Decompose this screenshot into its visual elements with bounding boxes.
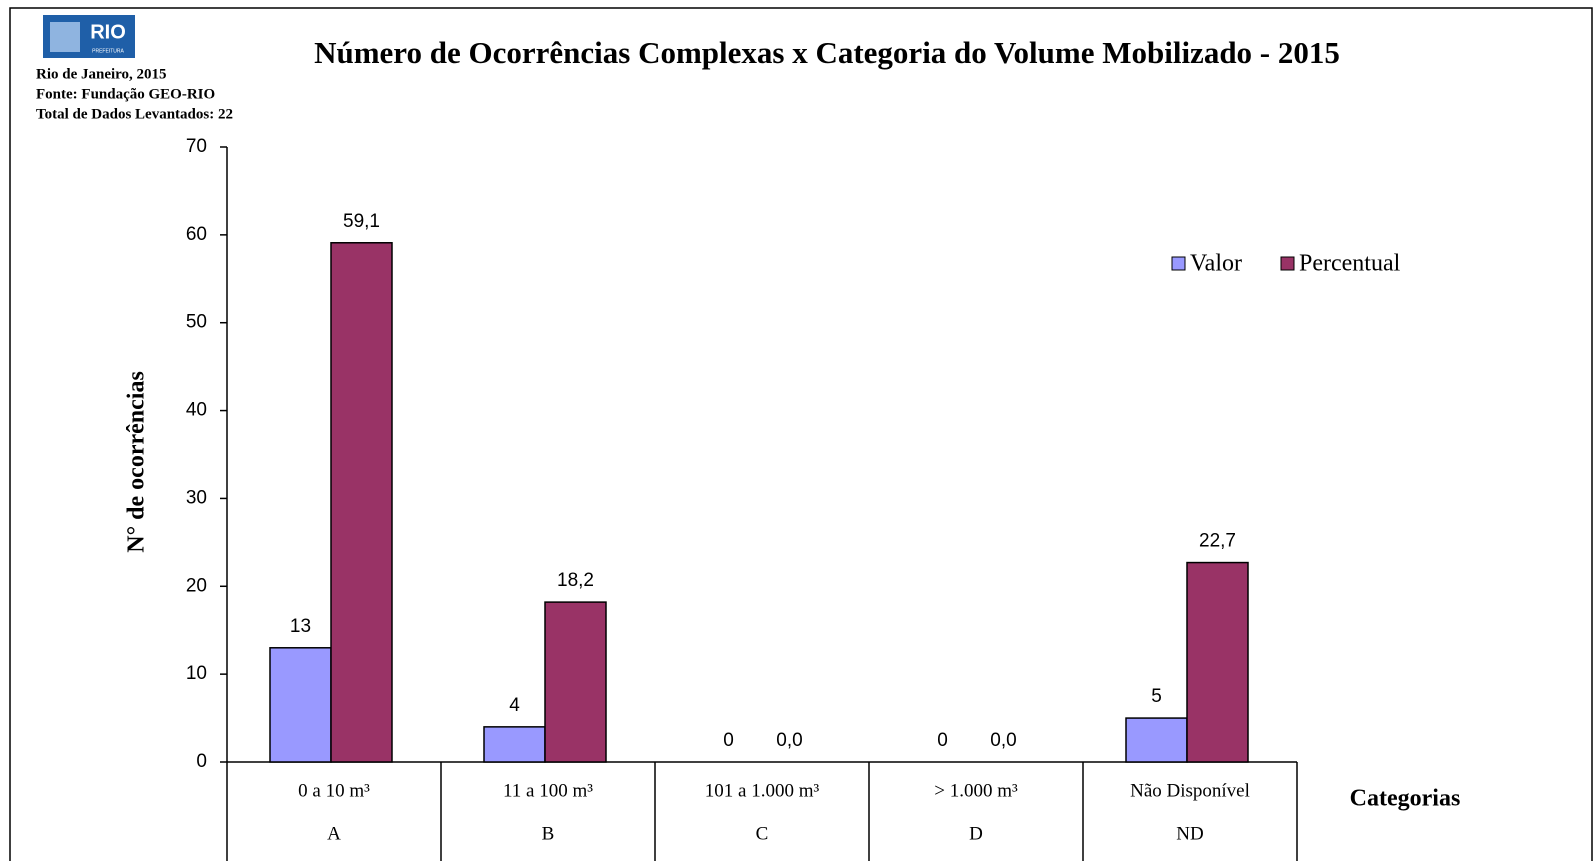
y-tick-label: 70 (186, 136, 207, 157)
bar (483, 726, 546, 763)
bar (330, 242, 393, 763)
category-code: D (969, 823, 983, 844)
data-label: 0 (723, 730, 734, 751)
category-code: A (327, 823, 341, 844)
logo-subtext: PREFEITURA (92, 48, 124, 54)
subtitle: Rio de Janeiro, 2015 (36, 66, 167, 82)
data-label: 4 (509, 695, 520, 716)
chart-title: Número de Ocorrências Complexas x Catego… (314, 35, 1340, 70)
data-label: 22,7 (1199, 531, 1236, 552)
x-axis-label: Categorias (1350, 786, 1461, 812)
logo-icon (50, 22, 80, 52)
y-tick-label: 20 (186, 575, 207, 596)
legend-swatch (1280, 256, 1295, 271)
x-tick-label: 0 a 10 m³ (298, 780, 370, 801)
y-tick-label: 50 (186, 312, 207, 333)
data-label: 0 (937, 730, 948, 751)
data-label: 59,1 (343, 211, 380, 232)
y-tick-label: 60 (186, 224, 207, 245)
y-tick-label: 30 (186, 487, 207, 508)
bar (1125, 717, 1188, 763)
y-tick-label: 40 (186, 400, 207, 421)
data-label: 13 (290, 616, 311, 637)
data-label: 18,2 (557, 570, 594, 591)
data-label: 0,0 (990, 730, 1016, 751)
x-tick-label: Não Disponível (1130, 780, 1250, 801)
bar (1186, 561, 1249, 763)
x-tick-label: 11 a 100 m³ (503, 780, 593, 801)
legend-swatch (1171, 256, 1186, 271)
legend-label: Valor (1190, 251, 1242, 277)
x-tick-label: 101 a 1.000 m³ (705, 780, 820, 801)
data-label: 0,0 (776, 730, 802, 751)
bar (269, 647, 332, 763)
frame (9, 7, 1593, 861)
subtitle: Fonte: Fundação GEO-RIO (36, 86, 215, 102)
legend-label: Percentual (1299, 251, 1401, 277)
logo-text: RIO (90, 21, 126, 43)
category-code: ND (1176, 823, 1203, 844)
data-label: 5 (1151, 686, 1162, 707)
y-tick-label: 0 (196, 751, 207, 772)
y-tick-label: 10 (186, 663, 207, 684)
bar (544, 601, 607, 763)
category-code: C (756, 823, 769, 844)
x-tick-label: > 1.000 m³ (934, 780, 1018, 801)
subtitle: Total de Dados Levantados: 22 (36, 106, 233, 122)
y-axis-label: N° de ocorrências (124, 371, 150, 553)
category-code: B (542, 823, 555, 844)
